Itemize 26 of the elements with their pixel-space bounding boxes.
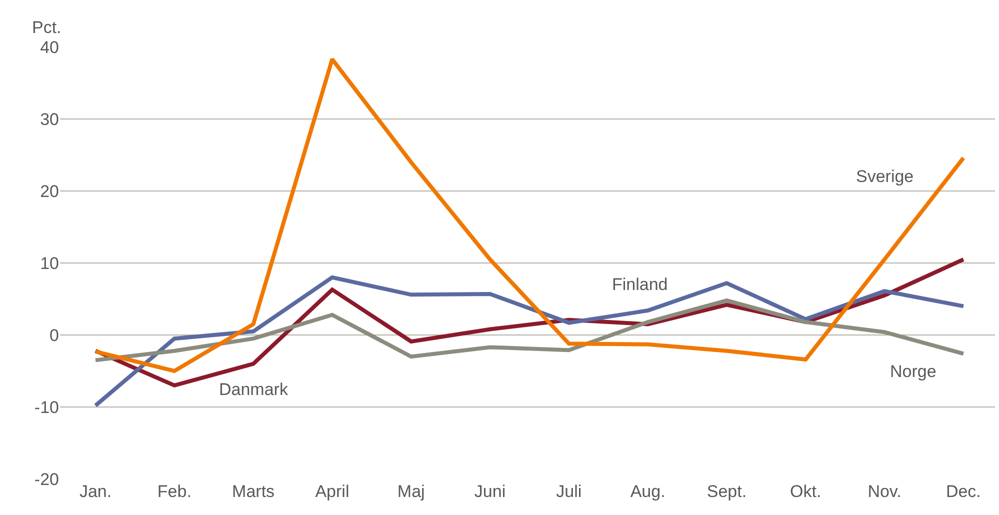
x-tick-label: Juli [556, 482, 582, 501]
y-tick-label: -20 [34, 470, 59, 489]
series-label: Danmark [219, 380, 288, 399]
x-tick-label: Nov. [868, 482, 902, 501]
x-tick-label: Aug. [630, 482, 666, 501]
line-series [94, 298, 966, 362]
x-tick-label: Maj [397, 482, 425, 501]
series-label: Sverige [856, 167, 914, 186]
x-tick-label: Dec. [946, 482, 981, 501]
y-tick-label: 40 [40, 38, 59, 57]
y-axis-title: Pct. [32, 18, 62, 37]
y-tick-label: 10 [40, 254, 59, 273]
series-label: Finland [612, 275, 668, 294]
y-tick-label: 30 [40, 110, 59, 129]
x-tick-label: April [315, 482, 350, 501]
x-tick-label: Juni [474, 482, 506, 501]
x-tick-label: Sept. [706, 482, 747, 501]
y-tick-label: -10 [34, 398, 59, 417]
x-tick-label: Marts [232, 482, 275, 501]
y-tick-label: 20 [40, 182, 59, 201]
x-tick-label: Okt. [790, 482, 822, 501]
line-series [94, 275, 966, 408]
x-tick-label: Jan. [79, 482, 112, 501]
y-tick-label: 0 [50, 326, 59, 345]
series-label: Norge [890, 362, 936, 381]
x-tick-label: Feb. [157, 482, 192, 501]
